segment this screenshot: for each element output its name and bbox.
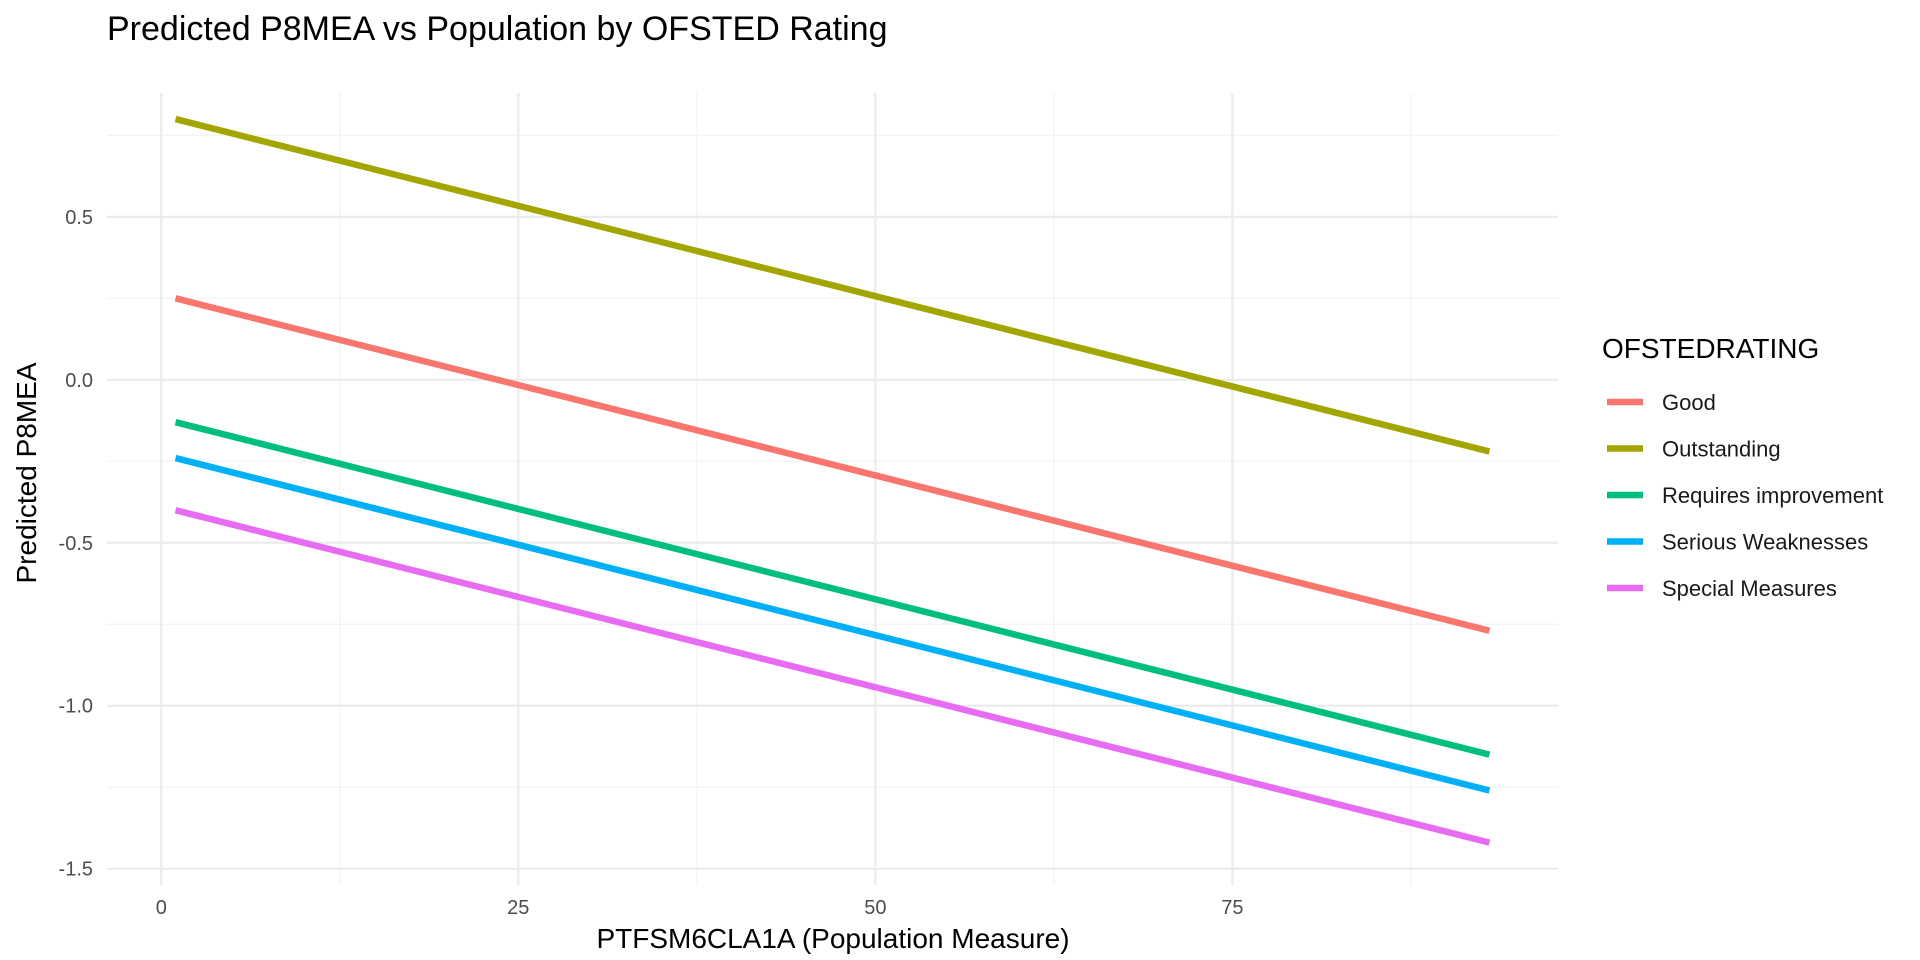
legend-label-special-measures: Special Measures: [1662, 576, 1837, 601]
y-tick-label: -1.0: [59, 696, 93, 718]
legend-label-requires-improvement: Requires improvement: [1662, 483, 1883, 508]
legend-label-serious-weaknesses: Serious Weaknesses: [1662, 530, 1868, 555]
series-line-outstanding: [174, 115, 1491, 455]
x-tick-label: 0: [156, 897, 167, 919]
y-axis-title: Predicted P8MEA: [11, 362, 42, 583]
series-line-special-measures: [174, 507, 1491, 846]
x-tick-label: 25: [507, 897, 529, 919]
tick-layer: -1.5 -1.0 -0.5 0.0 0.5 0 25 50 75: [59, 207, 1244, 919]
series-line-good: [174, 295, 1491, 634]
legend-label-outstanding: Outstanding: [1662, 437, 1781, 462]
x-axis-title: PTFSM6CLA1A (Population Measure): [596, 923, 1069, 954]
grid: [107, 93, 1558, 885]
chart-title: Predicted P8MEA vs Population by OFSTED …: [107, 10, 887, 48]
legend-items: Good Outstanding Requires improvement Serio…: [1607, 390, 1883, 601]
y-tick-label: 0.0: [65, 370, 93, 392]
y-tick-label: -1.5: [59, 859, 93, 881]
legend-label-good: Good: [1662, 390, 1716, 415]
x-tick-label: 50: [864, 897, 886, 919]
series-line-serious-weaknesses: [174, 454, 1491, 794]
legend-title: OFSTEDRATING: [1602, 333, 1819, 364]
series-layer: [174, 115, 1491, 846]
y-tick-label: -0.5: [59, 533, 93, 555]
legend: OFSTEDRATING Good Outstanding Requires imp…: [1602, 333, 1883, 601]
series-line-requires-improvement: [174, 419, 1491, 758]
y-tick-label: 0.5: [65, 207, 93, 229]
x-tick-label: 75: [1221, 897, 1243, 919]
